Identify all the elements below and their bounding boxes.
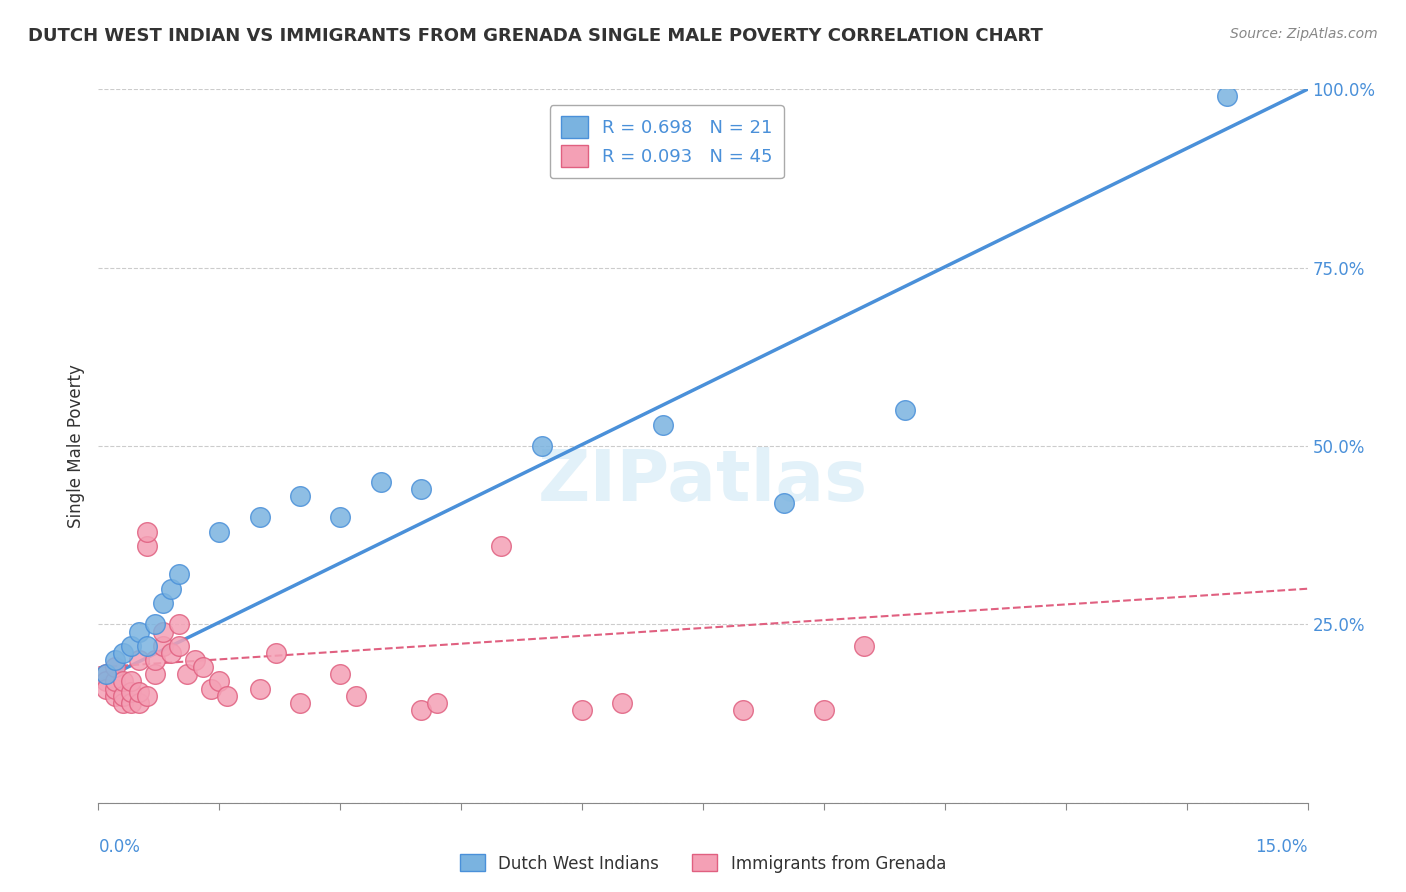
Point: [249, 681, 271, 696]
Y-axis label: Single Male Poverty: Single Male Poverty: [66, 364, 84, 528]
Point: [288, 489, 311, 503]
Point: [96, 674, 118, 689]
Point: [96, 667, 118, 681]
Text: 15.0%: 15.0%: [1256, 838, 1308, 856]
Point: [111, 674, 134, 689]
Point: [128, 624, 150, 639]
Point: [167, 617, 190, 632]
Point: [103, 674, 125, 689]
Point: [853, 639, 876, 653]
Point: [103, 660, 125, 674]
Point: [409, 482, 432, 496]
Point: [208, 524, 231, 539]
Point: [167, 639, 190, 653]
Point: [128, 653, 150, 667]
Point: [111, 696, 134, 710]
Point: [152, 624, 174, 639]
Text: 0.0%: 0.0%: [98, 838, 141, 856]
Point: [103, 653, 125, 667]
Point: [813, 703, 835, 717]
Point: [103, 689, 125, 703]
Text: DUTCH WEST INDIAN VS IMMIGRANTS FROM GRENADA SINGLE MALE POVERTY CORRELATION CHA: DUTCH WEST INDIAN VS IMMIGRANTS FROM GRE…: [28, 27, 1043, 45]
Point: [329, 510, 352, 524]
Text: ZIPatlas: ZIPatlas: [538, 447, 868, 516]
Point: [120, 685, 142, 699]
Point: [111, 689, 134, 703]
Point: [344, 689, 367, 703]
Point: [249, 510, 271, 524]
Point: [152, 639, 174, 653]
Point: [143, 667, 166, 681]
Point: [111, 646, 134, 660]
Point: [264, 646, 287, 660]
Point: [128, 685, 150, 699]
Point: [217, 689, 239, 703]
Point: [612, 696, 634, 710]
Point: [193, 660, 215, 674]
Point: [103, 681, 125, 696]
Point: [893, 403, 915, 417]
Point: [96, 681, 118, 696]
Legend: Dutch West Indians, Immigrants from Grenada: Dutch West Indians, Immigrants from Gren…: [453, 847, 953, 880]
Point: [200, 681, 222, 696]
Point: [733, 703, 755, 717]
Point: [135, 639, 157, 653]
Point: [120, 696, 142, 710]
Point: [120, 674, 142, 689]
Point: [772, 496, 794, 510]
Legend: R = 0.698   N = 21, R = 0.093   N = 45: R = 0.698 N = 21, R = 0.093 N = 45: [550, 105, 783, 178]
Point: [1216, 89, 1239, 103]
Point: [135, 689, 157, 703]
Point: [120, 639, 142, 653]
Point: [288, 696, 311, 710]
Point: [176, 667, 198, 681]
Point: [426, 696, 449, 710]
Point: [160, 582, 183, 596]
Point: [96, 667, 118, 681]
Point: [184, 653, 207, 667]
Point: [409, 703, 432, 717]
Point: [143, 653, 166, 667]
Point: [160, 646, 183, 660]
Text: Source: ZipAtlas.com: Source: ZipAtlas.com: [1230, 27, 1378, 41]
Point: [530, 439, 553, 453]
Point: [128, 696, 150, 710]
Point: [651, 417, 673, 432]
Point: [167, 567, 190, 582]
Point: [571, 703, 593, 717]
Point: [143, 617, 166, 632]
Point: [370, 475, 392, 489]
Point: [329, 667, 352, 681]
Point: [152, 596, 174, 610]
Point: [135, 524, 157, 539]
Point: [135, 539, 157, 553]
Point: [491, 539, 513, 553]
Point: [208, 674, 231, 689]
